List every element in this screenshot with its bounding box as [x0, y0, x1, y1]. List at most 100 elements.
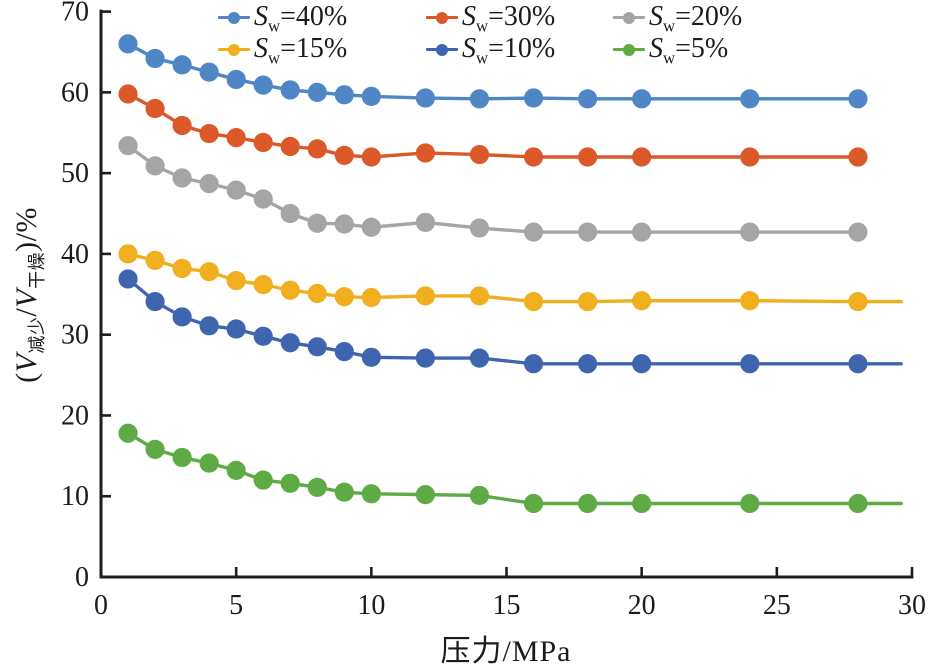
series-marker-15	[118, 244, 138, 264]
series-marker-30	[226, 128, 246, 148]
series-marker-20	[469, 218, 490, 238]
series-marker-20	[740, 222, 760, 242]
legend-series-marker-icon	[426, 10, 458, 24]
legend-dot-icon	[228, 43, 240, 56]
series-marker-5	[253, 470, 273, 490]
series-marker-10	[118, 269, 138, 289]
series-marker-30	[334, 145, 354, 165]
series-marker-10	[226, 319, 246, 339]
legend-item-20: Sw=20%	[613, 1, 743, 36]
series-line-10	[126, 277, 903, 366]
series-marker-40	[415, 88, 435, 108]
series-marker-40	[740, 89, 760, 109]
series-marker-30	[523, 147, 544, 167]
series-marker-5	[199, 453, 219, 473]
series-marker-40	[848, 89, 868, 109]
series-marker-5	[118, 423, 138, 443]
x-tick-label: 5	[229, 590, 243, 621]
legend-label: Sw=40%	[254, 1, 348, 36]
series-marker-5	[740, 493, 760, 514]
series-marker-5	[226, 460, 246, 480]
x-tick-label: 15	[493, 590, 521, 621]
series-marker-15	[334, 287, 354, 307]
series-marker-40	[523, 88, 544, 108]
legend-item-30: Sw=30%	[426, 1, 555, 34]
series-marker-40	[361, 86, 381, 107]
series-marker-40	[226, 69, 246, 90]
series-marker-10	[740, 354, 760, 374]
legend-series-marker-icon	[218, 10, 250, 24]
series-marker-30	[307, 139, 327, 159]
series-marker-30	[469, 144, 490, 165]
x-tick-label: 10	[357, 590, 385, 621]
series-marker-30	[740, 147, 760, 167]
series-marker-10	[578, 354, 598, 374]
series-marker-30	[145, 98, 165, 119]
series-marker-15	[253, 275, 273, 295]
series-marker-5	[523, 493, 544, 514]
y-tick-label: 40	[61, 239, 89, 270]
series-marker-30	[415, 143, 435, 163]
series-marker-15	[740, 291, 760, 311]
series-marker-10	[280, 333, 300, 353]
series-marker-10	[172, 307, 192, 327]
series-marker-10	[145, 291, 165, 312]
series-marker-40	[307, 82, 327, 102]
series-marker-15	[523, 291, 544, 312]
x-axis-title: 压力/MPa	[440, 635, 572, 667]
series-marker-10	[632, 354, 652, 374]
y-axis-title: (V减少/V干燥)/%	[10, 207, 47, 383]
series-marker-10	[199, 316, 219, 336]
series-marker-10	[334, 342, 354, 362]
series-marker-20	[280, 203, 300, 224]
series-marker-10	[848, 354, 868, 374]
series-marker-15	[307, 283, 327, 304]
series-marker-5	[307, 477, 327, 497]
series-marker-40	[118, 34, 138, 54]
series-marker-30	[172, 115, 192, 136]
legend-label: Sw=5%	[649, 33, 729, 68]
series-marker-20	[226, 180, 246, 200]
series-marker-15	[578, 291, 598, 312]
series-marker-30	[253, 132, 273, 153]
series-marker-5	[848, 493, 868, 514]
series-marker-5	[632, 493, 652, 514]
legend-label: Sw=10%	[462, 33, 556, 68]
series-marker-20	[334, 214, 354, 234]
legend-series-marker-icon	[426, 42, 458, 56]
legend-label: Sw=20%	[649, 1, 743, 36]
series-marker-40	[469, 89, 490, 109]
legend-dot-icon	[623, 43, 635, 56]
series-marker-20	[361, 217, 381, 237]
y-tick-label: 10	[61, 481, 89, 512]
legend-series-marker-icon	[218, 42, 250, 56]
series-marker-5	[334, 482, 354, 502]
series-marker-40	[578, 89, 598, 109]
legend-series-marker-icon	[613, 10, 645, 24]
series-marker-15	[361, 287, 381, 308]
legend-item-15: Sw=15%	[218, 33, 347, 66]
series-marker-10	[469, 348, 490, 368]
series-marker-20	[578, 222, 598, 242]
series-marker-40	[632, 89, 652, 109]
series-marker-40	[280, 80, 300, 100]
y-tick-label: 60	[61, 77, 89, 108]
x-tick-label: 0	[94, 590, 108, 621]
legend-dot-icon	[623, 11, 635, 24]
series-marker-5	[415, 485, 435, 505]
legend-item-40: Sw=40%	[218, 1, 348, 36]
series-marker-30	[361, 147, 381, 167]
series-marker-30	[199, 123, 219, 144]
series-marker-20	[848, 222, 868, 242]
series-marker-30	[118, 84, 138, 104]
series-marker-5	[145, 439, 165, 459]
series-marker-15	[199, 262, 219, 282]
series-marker-15	[469, 286, 490, 306]
series-marker-20	[199, 174, 219, 194]
series-marker-30	[280, 136, 300, 157]
series-marker-15	[632, 291, 652, 311]
series-marker-20	[523, 222, 544, 242]
series-marker-5	[361, 484, 381, 504]
